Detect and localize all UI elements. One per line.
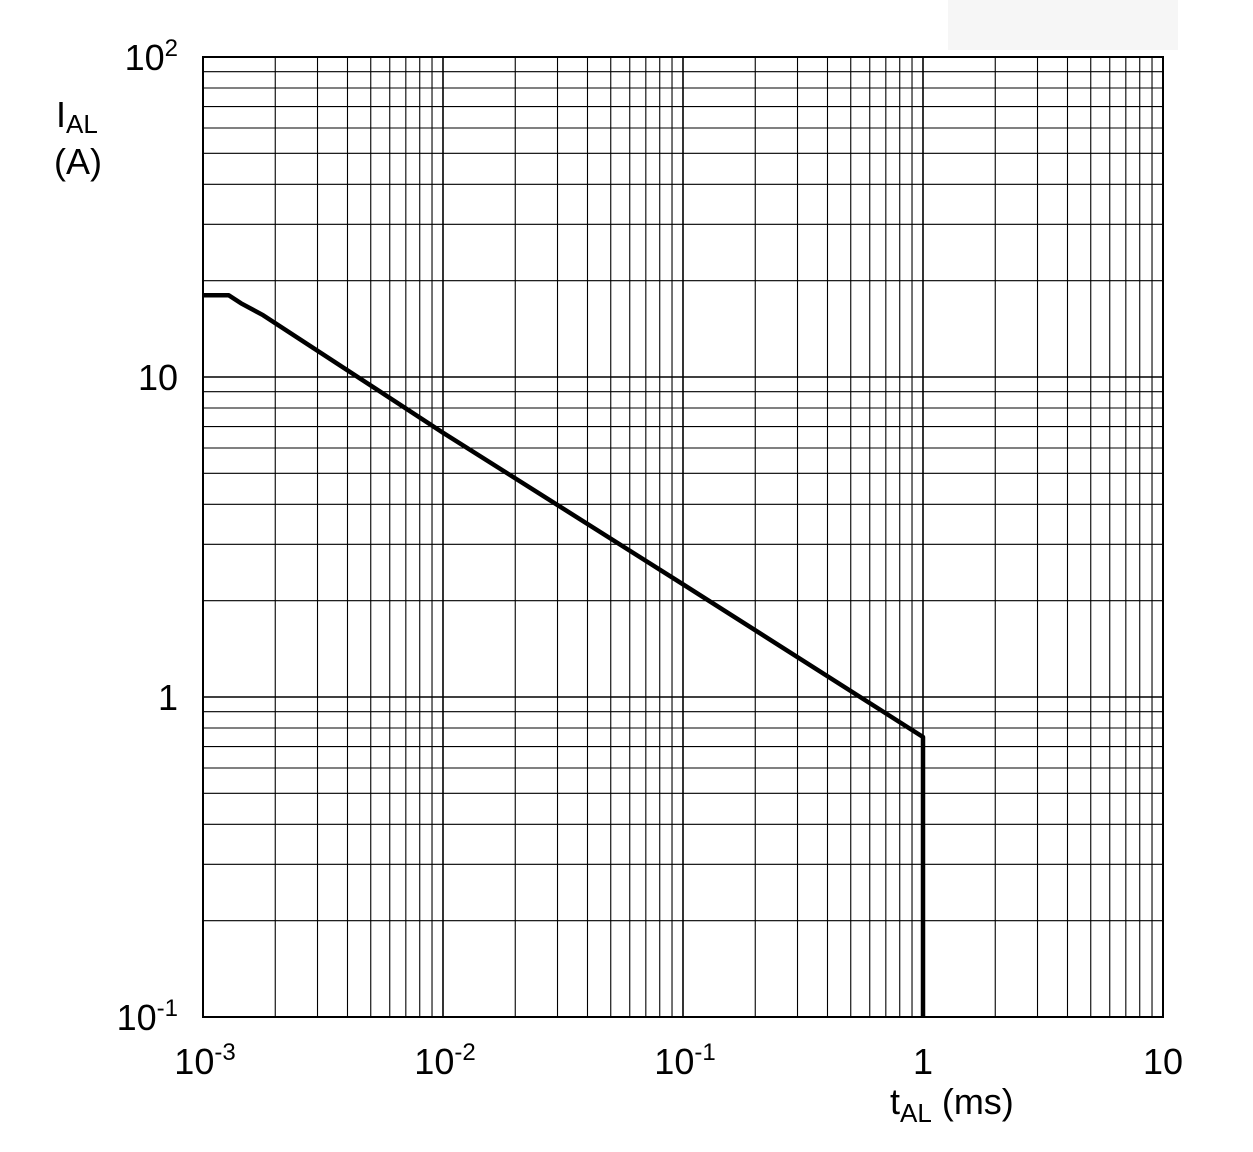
x-tick-label: 10-3 <box>174 1039 235 1082</box>
y-axis-label: IAL <box>56 94 98 139</box>
grid <box>202 57 1163 1018</box>
series-layer <box>203 293 926 1017</box>
x-tick-label: 1 <box>913 1041 933 1082</box>
y-tick-label: 10-1 <box>117 995 178 1038</box>
x-tick-label: 10-1 <box>654 1039 715 1082</box>
series-line <box>203 293 926 1017</box>
plot-frame <box>202 56 1164 1018</box>
tick-labels: 10-3 10-2 10-1 1 10 10-1 1 10 102 <box>117 35 1183 1082</box>
x-tick-label: 10 <box>1143 1041 1183 1082</box>
corner-blank-area <box>948 0 1178 50</box>
x-tick-label: 10-2 <box>414 1039 475 1082</box>
y-tick-label: 10 <box>138 357 178 398</box>
x-axis-label: tAL (ms) <box>890 1081 1014 1128</box>
y-axis-unit: (A) <box>54 141 102 182</box>
y-tick-label: 102 <box>125 35 178 78</box>
y-tick-label: 1 <box>158 677 178 718</box>
